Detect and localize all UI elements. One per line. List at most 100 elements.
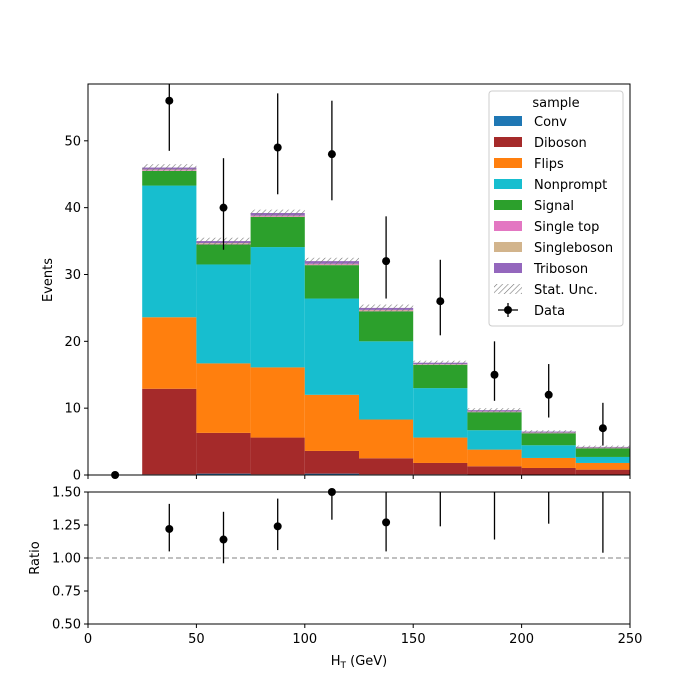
ratio-y-axis: 0.50 0.75 1.00 1.25 1.50	[52, 486, 88, 633]
ratio-point	[219, 535, 228, 544]
legend-swatch	[494, 200, 522, 210]
stat-unc-bin	[467, 408, 522, 413]
data-point	[382, 257, 391, 266]
stat-unc-bin	[413, 360, 468, 365]
bar-signal	[521, 433, 576, 446]
legend-data-marker	[504, 306, 512, 314]
x-tick-label: 250	[618, 632, 643, 647]
bar-flips	[142, 317, 197, 389]
bar-signal	[304, 265, 359, 299]
bar-nonprompt	[142, 185, 197, 318]
ratio-y-tick-label: 0.50	[52, 618, 81, 633]
data-points	[111, 84, 607, 479]
stat-unc-bin	[521, 430, 576, 433]
main-x-ticks	[87, 475, 631, 479]
stat-unc-bin	[304, 257, 359, 265]
x-tick-label: 50	[188, 632, 205, 647]
main-plot-frame	[87, 83, 631, 476]
bar-diboson	[413, 462, 468, 475]
legend-swatch	[494, 221, 522, 231]
y-tick-label: 40	[64, 201, 81, 216]
bar-nonprompt	[359, 341, 414, 420]
x-axis-label: HT (GeV)	[331, 654, 388, 671]
legend-swatch	[494, 263, 522, 273]
bar-nonprompt	[521, 445, 576, 458]
ratio-plot-frame	[87, 491, 631, 625]
bar-nonprompt	[413, 388, 468, 438]
ratio-points	[165, 488, 604, 564]
y-tick-label: 0	[73, 469, 81, 484]
y-tick-label: 50	[64, 134, 81, 149]
bar-single-top	[250, 216, 305, 218]
legend-label: Flips	[534, 157, 564, 172]
legend-label: Signal	[534, 199, 574, 214]
stat-unc-bin	[575, 445, 630, 449]
bar-signal	[250, 217, 305, 248]
bar-flips	[250, 367, 305, 438]
ratio-y-tick-label: 0.75	[52, 585, 81, 600]
legend-label: Single top	[534, 220, 599, 235]
data-point	[544, 390, 553, 399]
legend-label: Stat. Unc.	[534, 283, 598, 298]
y-tick-label: 30	[64, 268, 81, 283]
bar-diboson	[142, 388, 197, 475]
bar-flips	[575, 462, 630, 470]
bar-flips	[196, 363, 251, 433]
legend-swatch	[494, 158, 522, 168]
bar-signal	[467, 412, 522, 431]
data-point	[598, 424, 607, 433]
bar-flips	[467, 449, 522, 467]
ratio-point	[382, 518, 391, 527]
ratio-point	[273, 522, 282, 531]
bar-diboson	[521, 467, 576, 475]
legend-swatch	[494, 179, 522, 189]
data-point	[436, 297, 445, 306]
bar-single-top	[304, 264, 359, 266]
legend-label: Data	[534, 304, 565, 319]
bar-flips	[359, 419, 414, 459]
bar-nonprompt	[467, 430, 522, 450]
x-tick-label: 0	[84, 632, 92, 647]
bar-nonprompt	[304, 298, 359, 395]
bar-flips	[304, 394, 359, 451]
legend-label: Nonprompt	[534, 178, 607, 193]
bar-diboson	[196, 432, 251, 474]
bar-signal	[413, 364, 468, 389]
x-tick-label: 200	[509, 632, 534, 647]
bar-nonprompt	[250, 247, 305, 368]
bar-conv	[304, 473, 359, 475]
legend: sample Conv Diboson Flips Nonprompt Signal Si…	[488, 90, 624, 327]
bar-diboson	[304, 450, 359, 474]
bar-diboson	[359, 458, 414, 475]
bar-signal	[359, 311, 414, 342]
stat-unc-bin	[359, 304, 414, 312]
data-point	[165, 96, 174, 105]
bar-nonprompt	[196, 264, 251, 364]
bar-flips	[413, 437, 468, 463]
ratio-point	[165, 524, 174, 533]
x-tick-label: 100	[292, 632, 317, 647]
y-tick-label: 10	[64, 402, 81, 417]
legend-label: Conv	[534, 115, 567, 130]
ratio-y-tick-label: 1.00	[52, 552, 81, 567]
legend-swatch	[494, 116, 522, 126]
bar-nonprompt	[575, 456, 630, 463]
stacked-bars	[142, 167, 630, 475]
main-y-label: Events	[41, 258, 56, 302]
ratio-y-tick-label: 1.25	[52, 519, 81, 534]
legend-label: Diboson	[534, 136, 587, 151]
y-tick-label: 20	[64, 335, 81, 350]
bar-conv	[196, 473, 251, 475]
bar-flips	[521, 457, 576, 468]
stat-unc-bin	[142, 164, 197, 171]
ratio-y-tick-label: 1.50	[52, 486, 81, 501]
legend-title: sample	[532, 96, 579, 111]
ratio-x-axis: 0 50 100 150 200 250	[84, 624, 643, 647]
bar-diboson	[575, 469, 630, 475]
legend-swatch-unc	[494, 284, 522, 294]
data-point	[327, 150, 336, 159]
bar-signal	[575, 448, 630, 457]
bar-signal	[196, 244, 251, 265]
data-point	[273, 143, 282, 152]
